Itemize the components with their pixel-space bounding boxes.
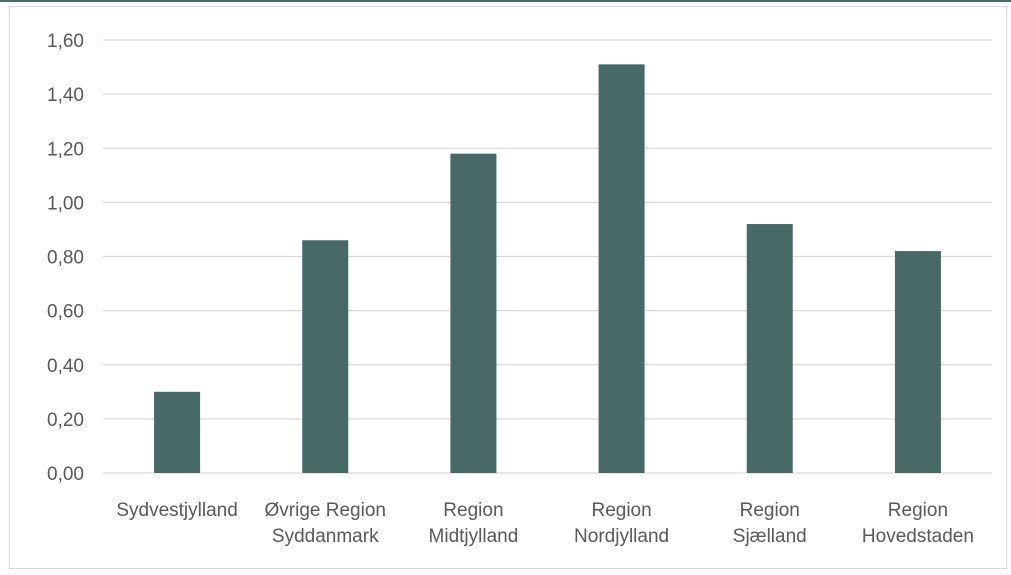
x-category-label-line: Region — [740, 500, 800, 521]
x-category-label: Region Hovedstaden — [862, 500, 974, 547]
gridlines — [103, 39, 992, 474]
x-category-label-line: Midtjylland — [429, 526, 519, 547]
bar — [450, 153, 497, 473]
x-category-label: Region Midtjylland — [429, 500, 519, 547]
x-category-label: Region Sjælland — [733, 500, 807, 547]
y-tick-label: 1,00 — [47, 193, 84, 214]
y-tick-label: 1,40 — [47, 85, 84, 106]
x-axis-category-labels: Sydvestjylland Øvrige Region Syddanmark Reg… — [116, 500, 974, 547]
bar — [302, 240, 349, 473]
bars — [154, 64, 941, 473]
x-category-label-line: Sjælland — [733, 526, 807, 547]
bar — [154, 391, 201, 473]
bar — [746, 224, 793, 473]
x-category-label-line: Sydvestjylland — [116, 500, 237, 521]
bar — [598, 64, 645, 473]
chart-area-border — [9, 6, 1007, 569]
x-category-label: Øvrige Region Syddanmark — [265, 500, 386, 547]
y-tick-label: 0,40 — [47, 356, 84, 377]
x-category-label-line: Region — [591, 500, 651, 521]
x-category-label: Sydvestjylland — [116, 500, 237, 521]
x-category-label-line: Region — [888, 500, 948, 521]
y-tick-label: 1,20 — [47, 139, 84, 160]
x-category-label-line: Øvrige Region — [265, 500, 386, 521]
x-category-label-line: Nordjylland — [574, 526, 669, 547]
y-tick-label: 1,60 — [47, 31, 84, 52]
y-tick-label: 0,00 — [47, 464, 84, 485]
y-axis-tick-labels: 0,00 0,20 0,40 0,60 0,80 1,00 1,20 1,40 1,60 — [47, 31, 84, 485]
y-tick-label: 0,80 — [47, 248, 84, 269]
y-tick-label: 0,20 — [47, 410, 84, 431]
top-rule — [0, 0, 1011, 2]
bar — [894, 251, 941, 473]
x-category-label-line: Syddanmark — [272, 526, 379, 547]
x-category-label-line: Hovedstaden — [862, 526, 974, 547]
x-category-label-line: Region — [443, 500, 503, 521]
y-tick-label: 0,60 — [47, 302, 84, 323]
x-category-label: Region Nordjylland — [574, 500, 669, 547]
